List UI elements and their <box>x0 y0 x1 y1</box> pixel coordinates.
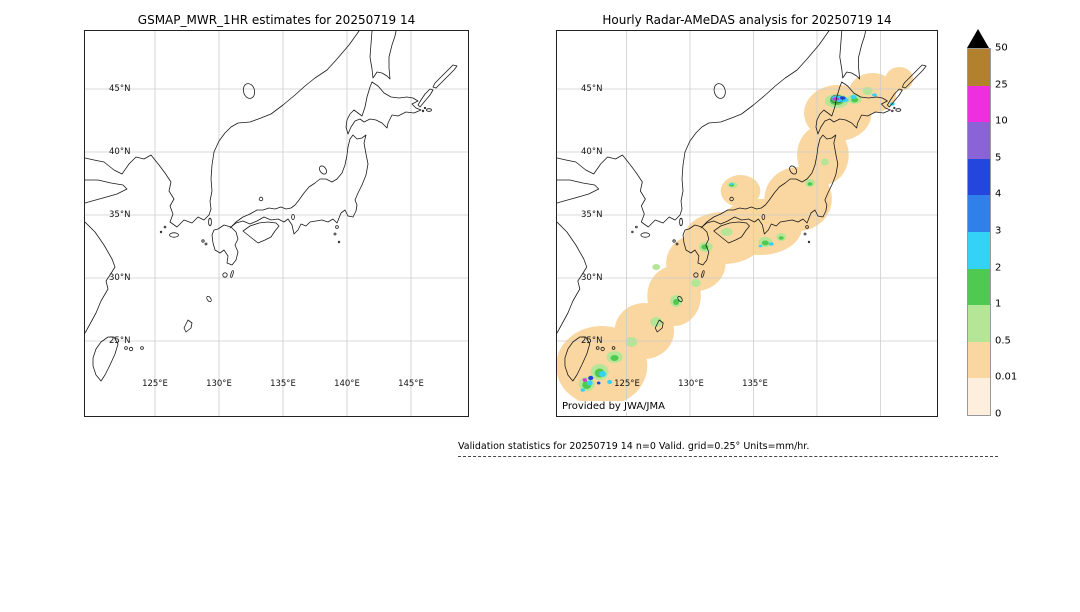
lon-tick-125e: 125°E <box>142 379 168 389</box>
coastline <box>85 31 458 382</box>
colorbar-segment-0 <box>968 49 990 86</box>
colorbar-segment-2 <box>968 122 990 159</box>
lon-tick-145e: 145°E <box>398 379 424 389</box>
validation-text: Validation statistics for 20250719 14 n=… <box>458 441 810 452</box>
lon-tick-125e: 125°E <box>614 379 640 389</box>
colorbar-segment-3 <box>968 158 990 196</box>
colorbar-segment-7 <box>968 305 990 342</box>
colorbar-tick-label: 5 <box>995 152 1002 164</box>
colorbar-segment-1 <box>968 85 990 123</box>
lon-tick-135e: 135°E <box>742 379 768 389</box>
colorbar-tick-label: 25 <box>995 79 1008 91</box>
right-map-panel: 45°N 40°N 35°N 30°N 25°N 125°E 130°E 135… <box>556 30 938 417</box>
left-map-panel: 45°N 40°N 35°N 30°N 25°N 125°E 130°E 135… <box>84 30 469 417</box>
lat-tick-40n: 40°N <box>581 147 603 157</box>
right-panel-title: Hourly Radar-AMeDAS analysis for 2025071… <box>602 13 892 27</box>
right-map <box>557 31 937 416</box>
lat-tick-35n: 35°N <box>581 210 603 220</box>
colorbar-segment-8 <box>968 341 990 379</box>
colorbar-segment-5 <box>968 231 990 269</box>
colorbar-segment-6 <box>968 268 990 306</box>
lat-tick-30n: 30°N <box>109 273 131 283</box>
lat-tick-40n: 40°N <box>109 147 131 157</box>
colorbar-tick-labels: 50 25 10 5 4 3 2 1 0.5 0.01 0 <box>995 43 1029 420</box>
colorbar-tick-label: 50 <box>995 42 1008 54</box>
lat-tick-35n: 35°N <box>109 210 131 220</box>
colorbar-tick-label: 0.01 <box>995 371 1018 383</box>
left-panel-title: GSMAP_MWR_1HR estimates for 20250719 14 <box>137 13 416 27</box>
lat-tick-25n: 25°N <box>109 336 131 346</box>
colorbar-overflow-triangle-icon <box>967 29 989 48</box>
colorbar-tick-label: 3 <box>995 225 1002 237</box>
colorbar-tick-label: 4 <box>995 188 1002 200</box>
data-credit: Provided by JWA/JMA <box>560 401 667 412</box>
lat-tick-30n: 30°N <box>581 273 603 283</box>
colorbar-tick-label: 2 <box>995 262 1002 274</box>
colorbar <box>967 48 991 416</box>
lon-tick-130e: 130°E <box>206 379 232 389</box>
lat-tick-25n: 25°N <box>581 336 603 346</box>
lon-tick-140e: 140°E <box>334 379 360 389</box>
lon-tick-135e: 135°E <box>270 379 296 389</box>
colorbar-segment-9 <box>968 378 990 415</box>
colorbar-tick-label: 10 <box>995 115 1008 127</box>
left-map <box>85 31 468 416</box>
validation-footer: Validation statistics for 20250719 14 n=… <box>458 441 998 457</box>
colorbar-tick-label: 0.5 <box>995 335 1011 347</box>
colorbar-tick-label: 0 <box>995 408 1002 420</box>
lat-tick-45n: 45°N <box>109 84 131 94</box>
lat-tick-45n: 45°N <box>581 84 603 94</box>
colorbar-segment-4 <box>968 195 990 232</box>
colorbar-tick-label: 1 <box>995 298 1002 310</box>
lon-tick-130e: 130°E <box>678 379 704 389</box>
